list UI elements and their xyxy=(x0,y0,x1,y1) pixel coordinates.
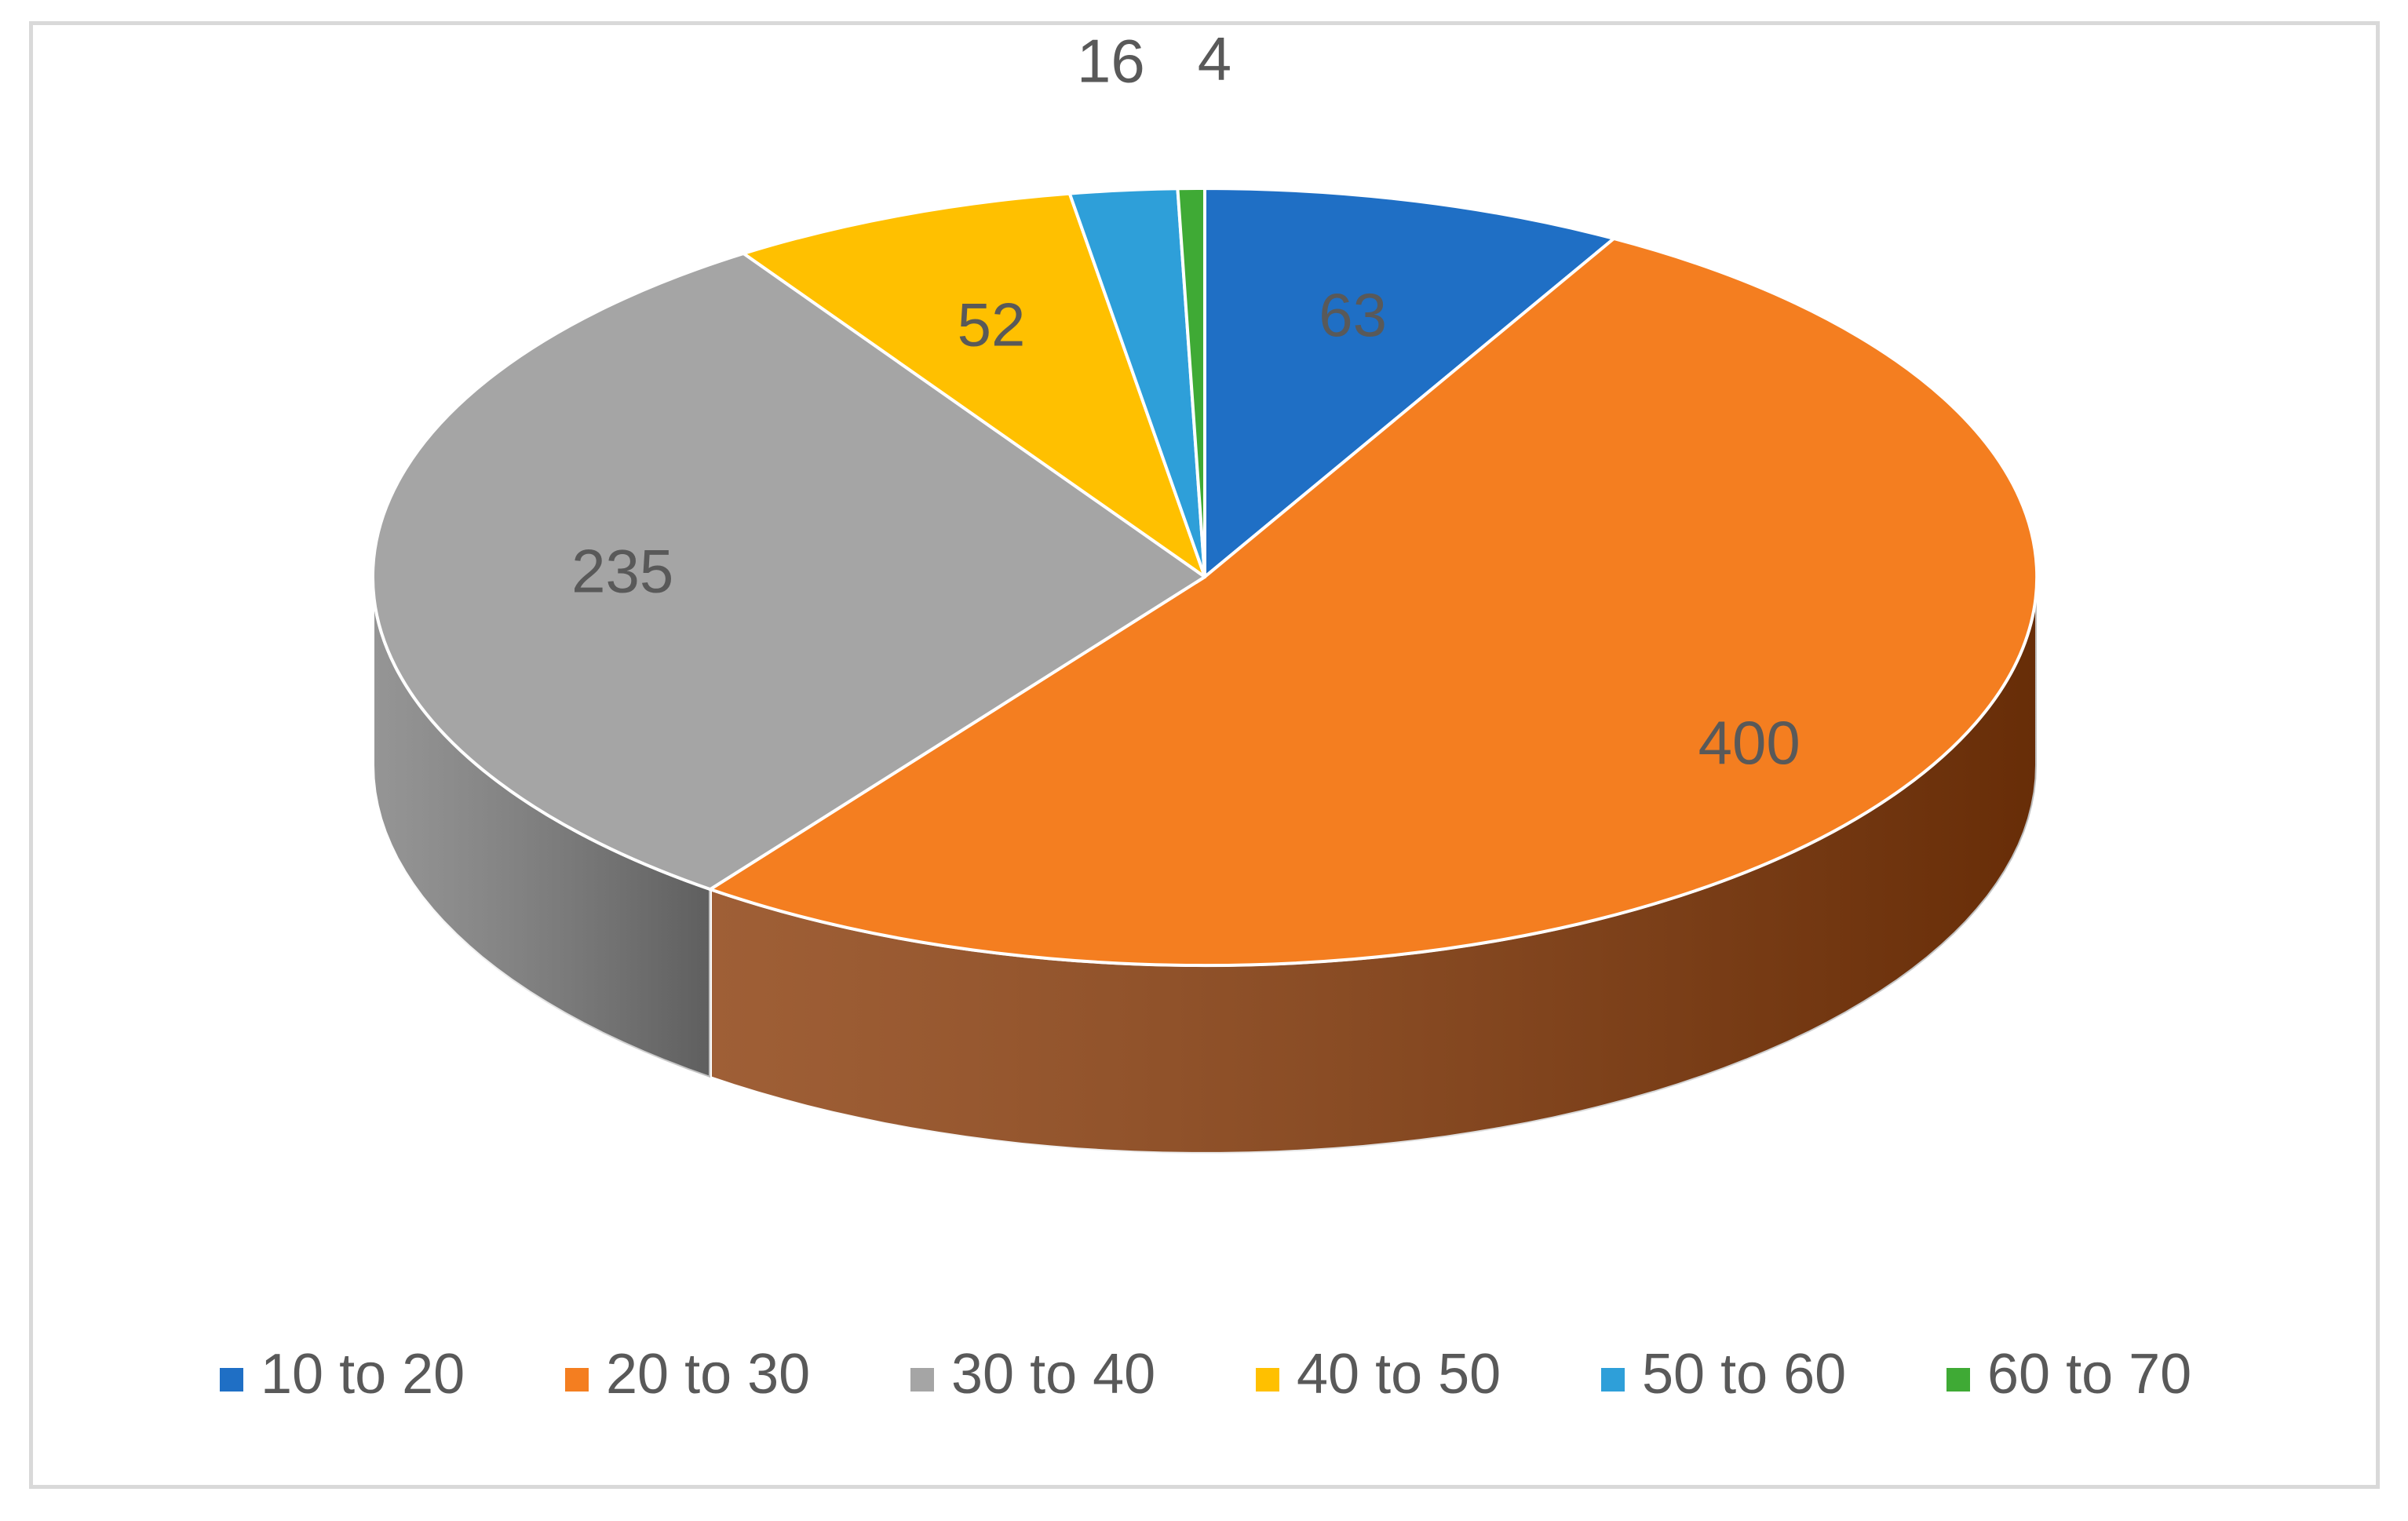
legend-item-20-to-30: 20 to 30 xyxy=(565,1343,810,1406)
legend: 10 to 20 20 to 30 30 to 40 40 to 50 50 to 60… xyxy=(220,1343,2191,1406)
legend-swatch-60-to-70 xyxy=(1946,1368,1970,1392)
data-label-50-to-60: 16 xyxy=(1077,26,1145,95)
legend-swatch-10-to-20 xyxy=(220,1368,243,1392)
legend-item-30-to-40: 30 to 40 xyxy=(910,1343,1155,1406)
pie-slice-60-to-70 xyxy=(1176,187,1206,578)
legend-label-50-to-60: 50 to 60 xyxy=(1642,1343,1846,1406)
legend-swatch-50-to-60 xyxy=(1601,1368,1625,1392)
pie-tops xyxy=(371,187,2039,968)
legend-label-20-to-30: 20 to 30 xyxy=(606,1343,810,1406)
pie-slice-20-to-30 xyxy=(709,237,2039,968)
legend-label-60-to-70: 60 to 70 xyxy=(1987,1343,2191,1406)
pie-side-shade-30-to-40 xyxy=(373,577,710,1078)
pie-slice-30-to-40 xyxy=(371,252,1206,892)
legend-item-50-to-60: 50 to 60 xyxy=(1601,1343,1846,1406)
legend-label-30-to-40: 30 to 40 xyxy=(951,1343,1155,1406)
legend-item-10-to-20: 10 to 20 xyxy=(220,1343,465,1406)
legend-item-40-to-50: 40 to 50 xyxy=(1256,1343,1501,1406)
data-label-20-to-30: 400 xyxy=(1698,708,1801,777)
data-labels: 63 400 235 52 16 4 xyxy=(571,24,1801,778)
legend-label-10-to-20: 10 to 20 xyxy=(261,1343,465,1406)
data-label-40-to-50: 52 xyxy=(958,290,1026,359)
pie-slice-40-to-50 xyxy=(742,191,1206,578)
legend-swatch-30-to-40 xyxy=(910,1368,934,1392)
data-label-60-to-70: 4 xyxy=(1198,24,1231,93)
legend-label-40-to-50: 40 to 50 xyxy=(1297,1343,1501,1406)
legend-swatch-40-to-50 xyxy=(1256,1368,1279,1392)
data-label-30-to-40: 235 xyxy=(571,537,673,606)
pie-slice-10-to-20 xyxy=(1203,187,1616,578)
pie-side-shade-20-to-30 xyxy=(710,577,2037,1154)
legend-item-60-to-70: 60 to 70 xyxy=(1946,1343,2191,1406)
legend-swatch-20-to-30 xyxy=(565,1368,589,1392)
data-label-10-to-20: 63 xyxy=(1319,280,1387,349)
